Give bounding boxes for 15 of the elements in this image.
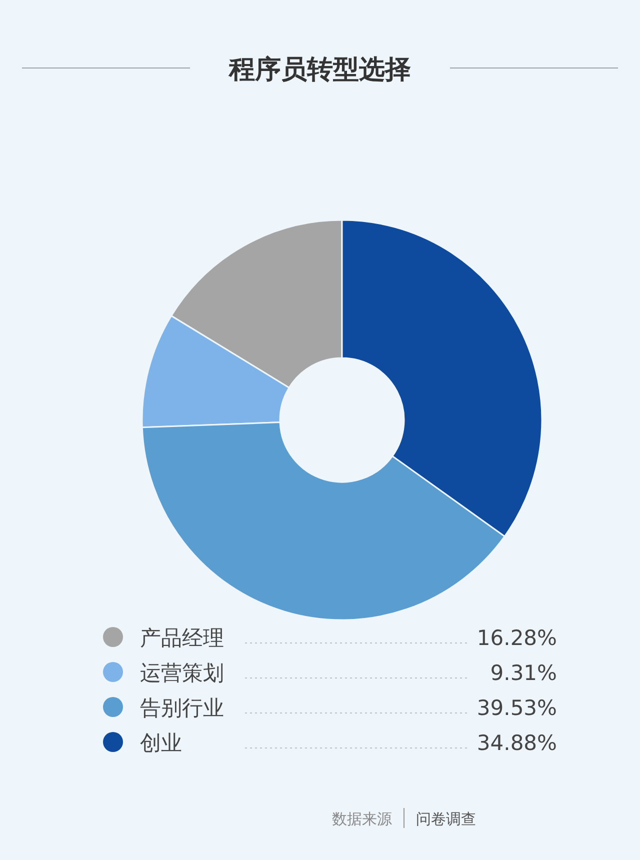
donut-slice <box>341 219 543 538</box>
legend-label: 运营策划 <box>140 661 224 685</box>
data-label: 39.53% <box>476 696 557 720</box>
data-label: 34.88% <box>476 731 557 755</box>
legend-label: 创业 <box>140 731 182 755</box>
text: 数据来源 <box>332 810 392 828</box>
chart-title: 程序员转型选择 <box>228 55 411 85</box>
donut-slice <box>141 315 290 428</box>
donut-slice <box>170 219 343 388</box>
data-label: 9.31% <box>490 661 557 685</box>
legend-label: 产品经理 <box>140 626 224 650</box>
data-label: 16.28% <box>476 626 557 650</box>
legend-label: 告别行业 <box>140 696 224 720</box>
text: 问卷调查 <box>416 810 476 828</box>
donut-slice <box>141 422 506 621</box>
